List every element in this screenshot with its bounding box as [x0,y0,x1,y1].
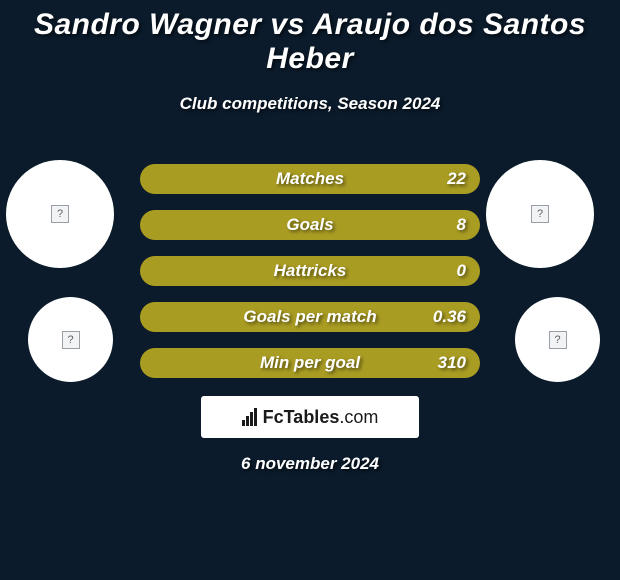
stats-list: Matches 22 Goals 8 Hattricks 0 Goals per… [140,164,480,394]
page-subtitle: Club competitions, Season 2024 [0,94,620,114]
comparison-card: Sandro Wagner vs Araujo dos Santos Heber… [0,0,620,114]
stat-row-min-per-goal: Min per goal 310 [140,348,480,378]
branding-badge: FcTables.com [201,396,419,438]
stat-value: 310 [438,353,466,373]
player1-club-logo: ? [28,297,113,382]
stat-label: Goals per match [140,307,480,327]
stat-value: 22 [447,169,466,189]
stat-label: Matches [140,169,480,189]
player1-avatar: ? [6,160,114,268]
stat-value: 0 [457,261,466,281]
brand-text: FcTables.com [263,407,379,428]
image-placeholder-icon: ? [549,331,567,349]
image-placeholder-icon: ? [51,205,69,223]
stat-row-hattricks: Hattricks 0 [140,256,480,286]
image-placeholder-icon: ? [531,205,549,223]
stat-value: 8 [457,215,466,235]
stat-row-goals-per-match: Goals per match 0.36 [140,302,480,332]
player2-club-logo: ? [515,297,600,382]
stat-row-goals: Goals 8 [140,210,480,240]
brand-domain: .com [339,407,378,427]
stat-label: Min per goal [140,353,480,373]
stat-row-matches: Matches 22 [140,164,480,194]
player2-avatar: ? [486,160,594,268]
brand-name: FcTables [263,407,340,427]
date-line: 6 november 2024 [0,454,620,474]
stat-label: Goals [140,215,480,235]
stat-label: Hattricks [140,261,480,281]
chart-bars-icon [242,408,257,426]
image-placeholder-icon: ? [62,331,80,349]
page-title: Sandro Wagner vs Araujo dos Santos Heber [0,8,620,76]
stat-value: 0.36 [433,307,466,327]
